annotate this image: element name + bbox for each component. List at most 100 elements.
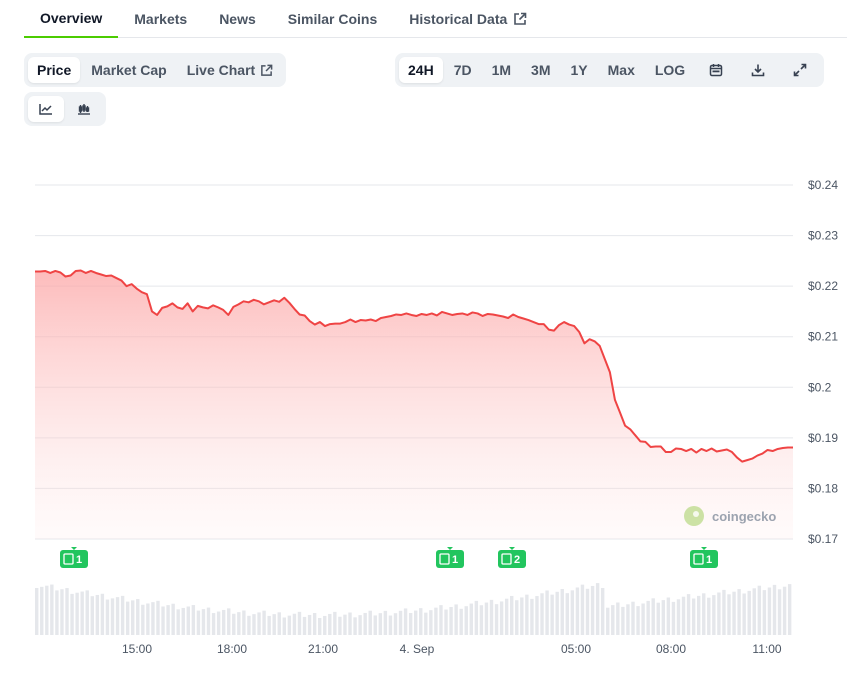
download-button[interactable] bbox=[738, 57, 778, 83]
volume-bar bbox=[707, 597, 711, 635]
volume-bar bbox=[287, 615, 292, 635]
volume-bar bbox=[323, 615, 327, 635]
volume-bar bbox=[459, 608, 463, 635]
news-event-badge[interactable]: 1 bbox=[690, 547, 718, 568]
price-area-fill bbox=[35, 270, 793, 539]
tab-similar-coins[interactable]: Similar Coins bbox=[272, 0, 393, 38]
volume-bar bbox=[131, 600, 135, 635]
volume-bar bbox=[297, 611, 302, 635]
volume-bar bbox=[247, 615, 251, 635]
volume-bar bbox=[520, 597, 524, 635]
volume-bar bbox=[141, 604, 145, 635]
news-icon bbox=[439, 553, 450, 565]
range-label: 24H bbox=[408, 62, 434, 78]
volume-bar bbox=[75, 592, 79, 635]
volume-bar bbox=[403, 608, 408, 635]
fullscreen-icon bbox=[793, 63, 807, 77]
volume-bar bbox=[393, 613, 398, 635]
volume-bar bbox=[277, 612, 281, 635]
log-scale-button[interactable]: LOG bbox=[646, 57, 694, 83]
tab-label: Similar Coins bbox=[287, 11, 378, 27]
news-event-count: 2 bbox=[514, 554, 520, 566]
volume-bar bbox=[484, 602, 489, 635]
tab-historical-data[interactable]: Historical Data bbox=[393, 0, 543, 38]
volume-bar bbox=[712, 595, 716, 635]
price-label: Price bbox=[37, 62, 72, 78]
volume-bar bbox=[80, 591, 84, 635]
volume-bar bbox=[767, 587, 772, 635]
volume-bar bbox=[110, 598, 115, 635]
volume-bar bbox=[383, 610, 388, 635]
volume-bar bbox=[40, 586, 44, 635]
range-label: LOG bbox=[654, 62, 686, 78]
fullscreen-button[interactable] bbox=[780, 57, 820, 83]
volume-bar bbox=[676, 599, 681, 635]
market-cap-button[interactable]: Market Cap bbox=[82, 57, 175, 83]
volume-bar bbox=[161, 606, 165, 635]
x-tick-label: 05:00 bbox=[561, 642, 591, 656]
volume-bar bbox=[307, 614, 312, 635]
volume-bar bbox=[585, 588, 590, 635]
volume-bar bbox=[550, 594, 554, 635]
range-24h-button[interactable]: 24H bbox=[399, 57, 443, 83]
volume-bar bbox=[515, 600, 519, 635]
tab-news[interactable]: News bbox=[203, 0, 272, 38]
volume-bar bbox=[414, 610, 418, 635]
range-7d-button[interactable]: 7D bbox=[445, 57, 481, 83]
volume-bar bbox=[772, 584, 777, 635]
volume-bar bbox=[35, 588, 39, 635]
volume-bar bbox=[530, 598, 534, 635]
price-button[interactable]: Price bbox=[28, 57, 81, 83]
volume-bar bbox=[221, 609, 226, 635]
tab-overview[interactable]: Overview bbox=[24, 0, 119, 38]
external-link-icon bbox=[260, 64, 273, 77]
candlestick-button[interactable] bbox=[66, 96, 102, 122]
volume-bar bbox=[742, 593, 746, 635]
volume-bar bbox=[272, 614, 276, 635]
news-event-count: 1 bbox=[452, 554, 458, 566]
tab-markets[interactable]: Markets bbox=[118, 0, 203, 38]
volume-bar bbox=[747, 590, 751, 635]
volume-bar bbox=[545, 590, 549, 635]
volume-bar bbox=[636, 606, 640, 635]
volume-bar bbox=[146, 603, 150, 635]
volume-bar bbox=[444, 609, 448, 635]
volume-bar bbox=[328, 613, 332, 635]
volume-bar bbox=[464, 606, 468, 635]
news-event-badge[interactable]: 1 bbox=[60, 547, 88, 568]
volume-bar bbox=[555, 591, 559, 635]
price-chart[interactable]: $0.17$0.18$0.19$0.2$0.21$0.22$0.23$0.24 … bbox=[0, 140, 847, 680]
volume-bar bbox=[343, 614, 347, 635]
calendar-button[interactable] bbox=[696, 57, 736, 83]
tab-label: Overview bbox=[40, 10, 103, 26]
news-icon bbox=[501, 553, 512, 565]
volume-bar bbox=[186, 606, 190, 635]
volume-bar bbox=[702, 593, 706, 635]
y-tick-label: $0.21 bbox=[808, 330, 838, 344]
news-event-badge[interactable]: 1 bbox=[436, 547, 464, 568]
price-line bbox=[35, 269, 793, 463]
volume-bar bbox=[302, 616, 307, 635]
volume-bar bbox=[232, 613, 236, 635]
range-1y-button[interactable]: 1Y bbox=[562, 57, 597, 83]
x-tick-label: 11:00 bbox=[752, 642, 781, 656]
volume-bar bbox=[171, 603, 175, 635]
y-tick-label: $0.19 bbox=[808, 431, 838, 445]
volume-bar bbox=[166, 605, 170, 635]
volume-bar bbox=[242, 610, 246, 635]
tab-label: Historical Data bbox=[409, 11, 508, 27]
volume-bar bbox=[65, 588, 69, 635]
volume-bar bbox=[100, 593, 105, 635]
news-event-badge[interactable]: 2 bbox=[498, 547, 526, 568]
range-1m-button[interactable]: 1M bbox=[483, 57, 520, 83]
live-chart-button[interactable]: Live Chart bbox=[178, 57, 282, 83]
volume-bar bbox=[651, 598, 655, 635]
volume-bar bbox=[696, 595, 701, 635]
range-max-button[interactable]: Max bbox=[599, 57, 644, 83]
volume-bar bbox=[85, 590, 89, 635]
tab-label: News bbox=[219, 11, 256, 27]
range-3m-button[interactable]: 3M bbox=[522, 57, 559, 83]
line-chart-button[interactable] bbox=[28, 96, 64, 122]
volume-bar bbox=[454, 604, 458, 635]
volume-bar bbox=[115, 597, 120, 635]
